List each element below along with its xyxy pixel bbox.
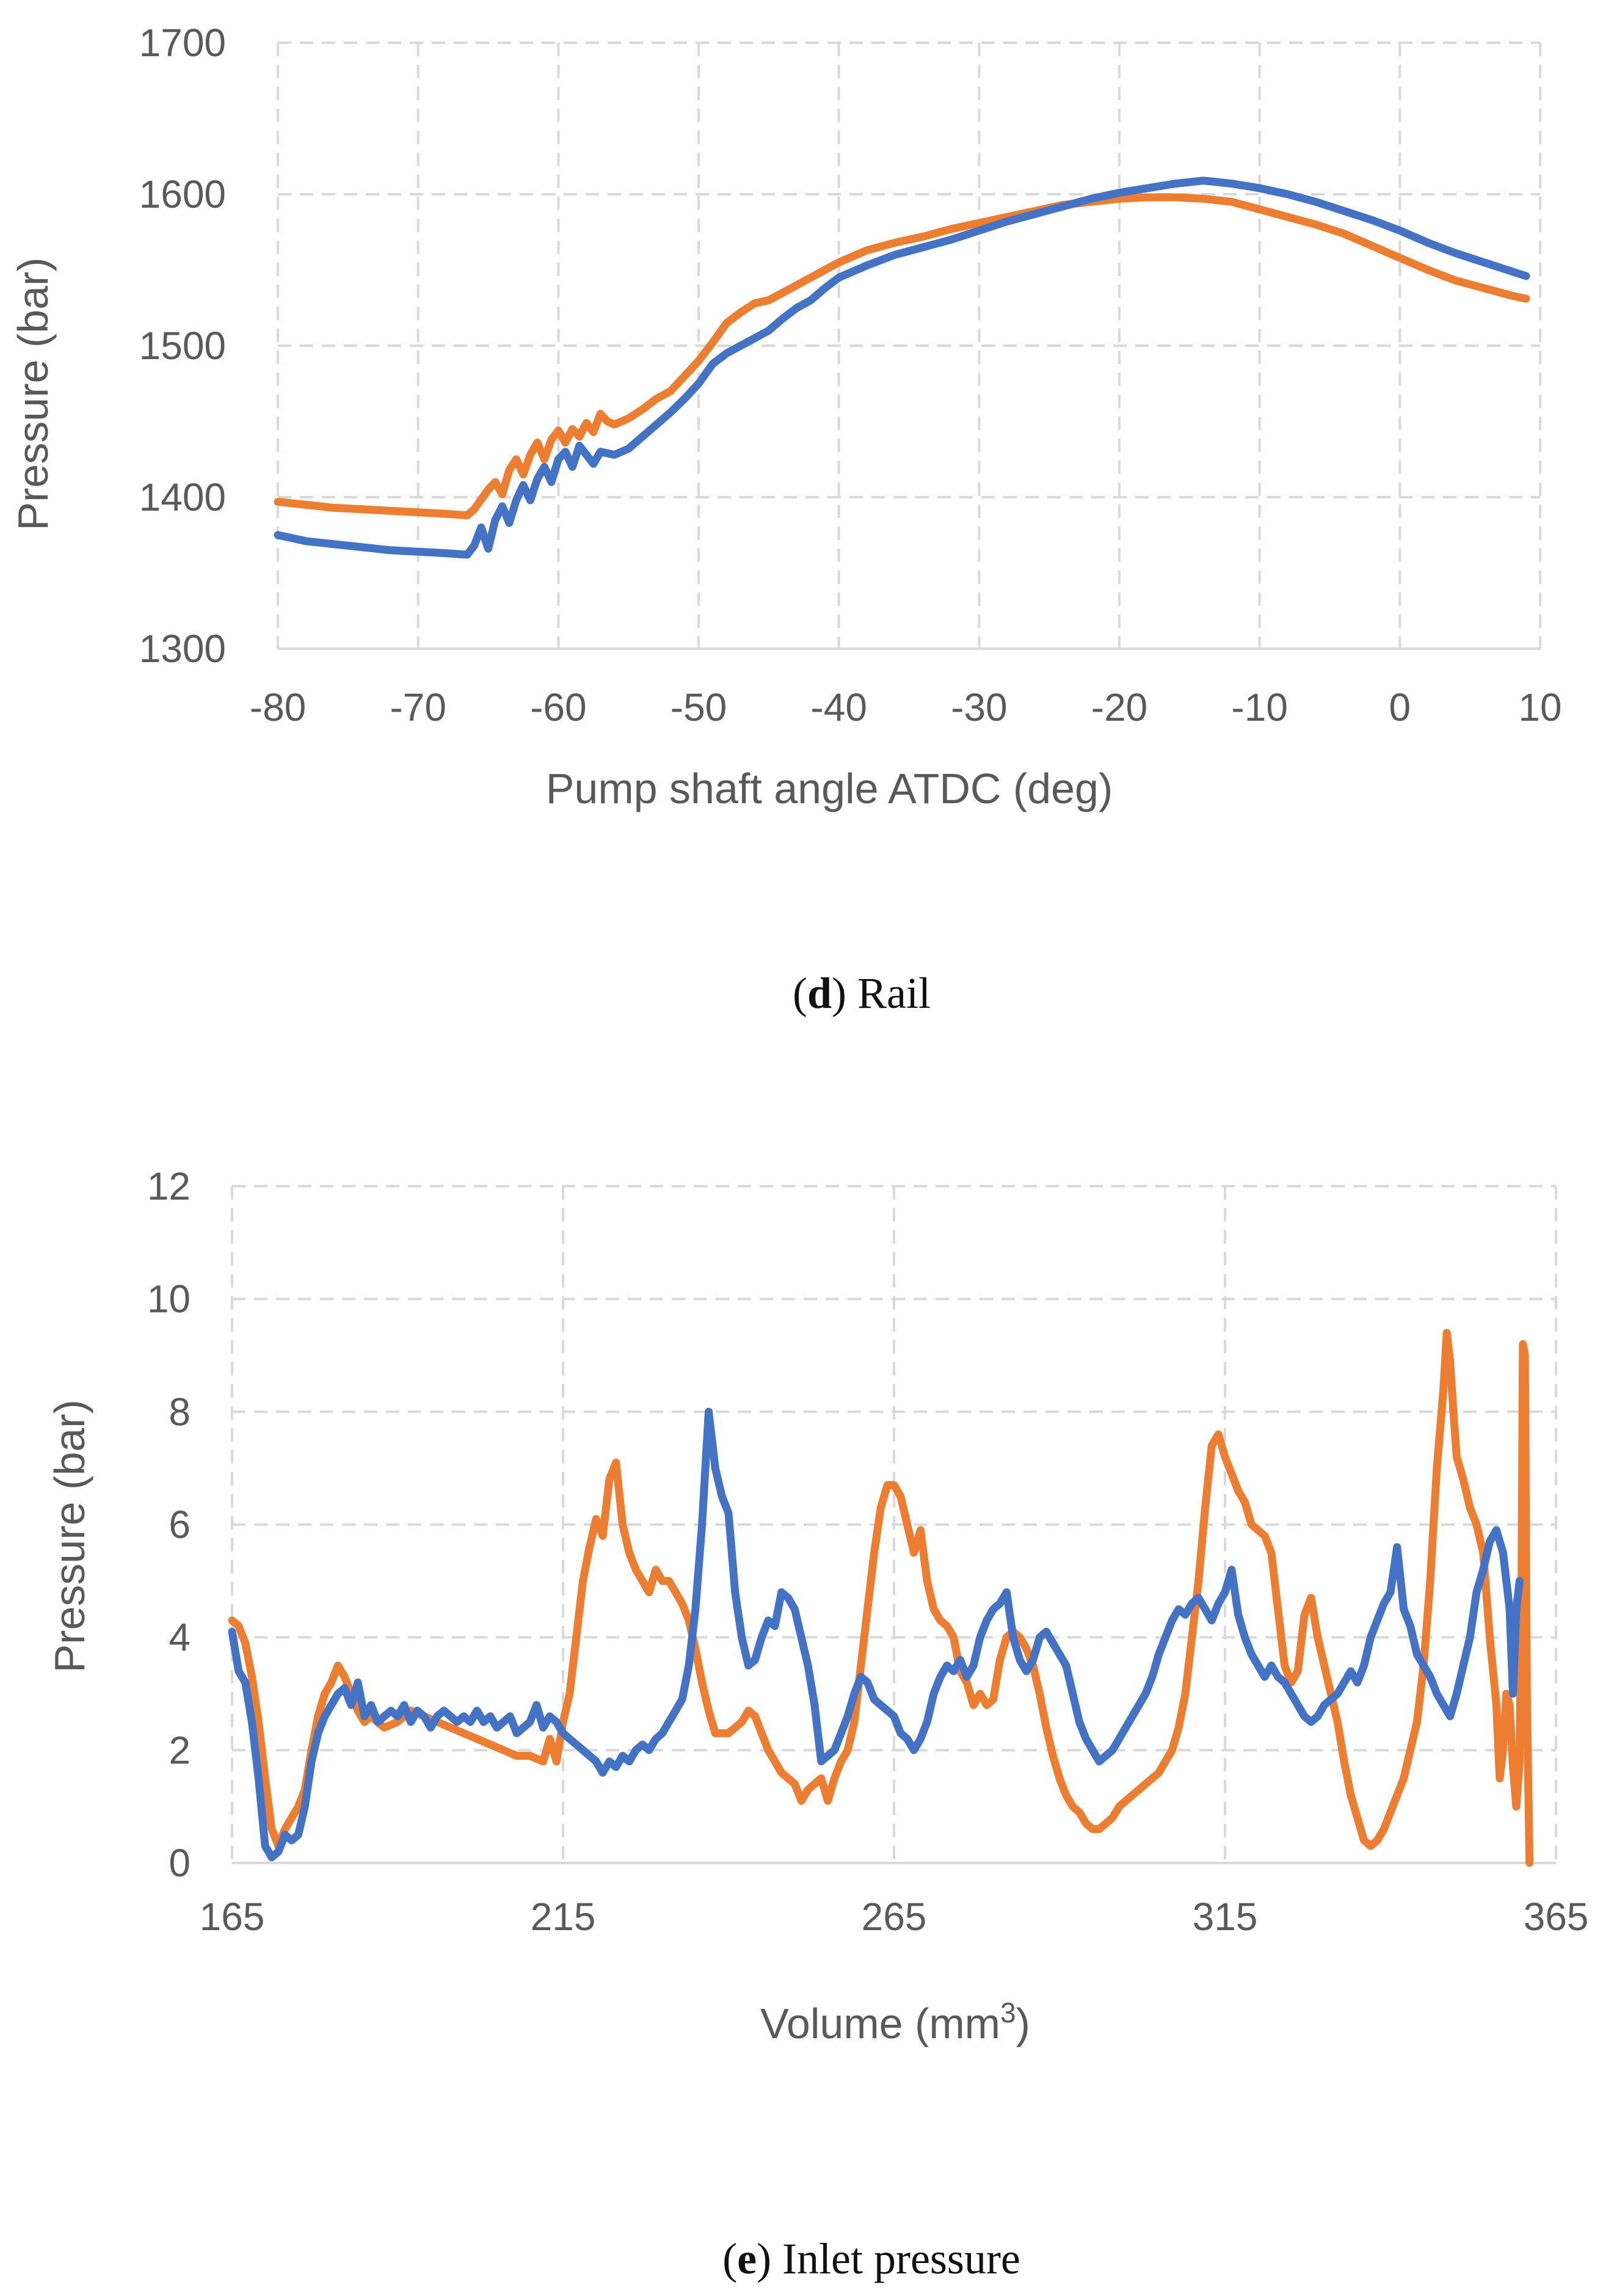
chart-e-x-axis-title-sup: 3 bbox=[1000, 1997, 1016, 2028]
chart-e-x-tick-label: 365 bbox=[1524, 1895, 1589, 1939]
chart-d-caption-prefix: ( bbox=[793, 969, 807, 1018]
chart-e-x-tick-label: 215 bbox=[531, 1895, 596, 1939]
chart-d-series-blue-line bbox=[274, 177, 1530, 559]
chart-e-y-tick-label: 2 bbox=[169, 1728, 191, 1772]
chart-d-x-tick-label: -10 bbox=[1231, 685, 1288, 729]
chart-e-caption-prefix: ( bbox=[722, 2234, 737, 2283]
chart-e-x-tick-label: 315 bbox=[1193, 1895, 1258, 1939]
chart-d-caption-letter: d bbox=[807, 969, 832, 1018]
chart-e-grid bbox=[231, 1185, 1557, 1864]
chart-e-x-axis-title: Volume (mm3) bbox=[760, 1997, 1030, 2047]
chart-e-caption-letter: e bbox=[737, 2234, 757, 2283]
chart-d-caption-suffix: ) Rail bbox=[832, 969, 931, 1018]
chart-d-x-tick-label: -60 bbox=[530, 685, 587, 729]
chart-d-y-tick-label: 1600 bbox=[139, 172, 226, 216]
chart-d-y-tick-label: 1300 bbox=[139, 627, 226, 671]
chart-e-y-tick-label: 6 bbox=[169, 1503, 191, 1547]
chart-e-y-tick-label: 10 bbox=[147, 1277, 191, 1321]
chart-d-y-tick-label: 1500 bbox=[139, 324, 226, 368]
chart-e-y-tick-label: 8 bbox=[169, 1390, 191, 1434]
chart-e-x-tick-label: 165 bbox=[200, 1895, 265, 1939]
chart-d-series bbox=[274, 177, 1530, 559]
chart-e-series-blue-line bbox=[228, 1407, 1524, 1862]
chart-e-x-axis-title-main: Volume (mm bbox=[760, 2000, 1000, 2047]
chart-d-caption: (d) Rail bbox=[793, 969, 931, 1018]
chart-d-y-axis-title: Pressure (bar) bbox=[9, 257, 57, 530]
chart-e-x-axis-title-end: ) bbox=[1016, 2000, 1030, 2047]
chart-d-x-tick-label: -80 bbox=[250, 685, 307, 729]
chart-d-x-tick-label: -40 bbox=[810, 685, 867, 729]
chart-d-series-orange-line bbox=[274, 193, 1530, 520]
chart-d-x-tick-labels: -80 -70 -60 -50 -40 -30 -20 -10 0 10 bbox=[250, 685, 1562, 729]
chart-d-y-tick-labels: 1300 1400 1500 1600 1700 bbox=[139, 21, 226, 671]
chart-d-y-tick-label: 1400 bbox=[139, 475, 226, 519]
chart-e-y-tick-label: 4 bbox=[169, 1616, 191, 1660]
chart-e-x-tick-labels: 165 215 265 315 365 bbox=[200, 1895, 1589, 1939]
chart-e-inlet-pressure: 0 2 4 6 8 10 12 165 215 265 315 365 Pressure (bar)… bbox=[46, 1164, 1588, 2283]
chart-d-grid bbox=[277, 42, 1541, 650]
chart-d-x-tick-label: 0 bbox=[1389, 685, 1411, 729]
chart-e-y-tick-label: 0 bbox=[169, 1841, 191, 1885]
chart-d-x-axis-title: Pump shaft angle ATDC (deg) bbox=[546, 765, 1113, 812]
chart-d-x-tick-label: -50 bbox=[671, 685, 727, 729]
chart-e-series bbox=[228, 1328, 1534, 1867]
chart-e-y-axis-title: Pressure (bar) bbox=[46, 1399, 93, 1672]
chart-e-y-tick-label: 12 bbox=[147, 1164, 191, 1208]
chart-e-x-tick-label: 265 bbox=[862, 1895, 927, 1939]
chart-d-x-tick-label: -70 bbox=[390, 685, 446, 729]
chart-d-x-tick-label: -20 bbox=[1091, 685, 1148, 729]
chart-d-x-tick-label: 10 bbox=[1518, 685, 1561, 729]
chart-e-caption-suffix: ) Inlet pressure bbox=[757, 2234, 1020, 2283]
chart-d-y-tick-label: 1700 bbox=[139, 21, 226, 65]
chart-d-x-tick-label: -30 bbox=[951, 685, 1008, 729]
chart-e-y-tick-labels: 0 2 4 6 8 10 12 bbox=[147, 1164, 191, 1885]
chart-e-caption: (e) Inlet pressure bbox=[722, 2234, 1020, 2283]
chart-e-series-orange-line bbox=[228, 1328, 1534, 1867]
